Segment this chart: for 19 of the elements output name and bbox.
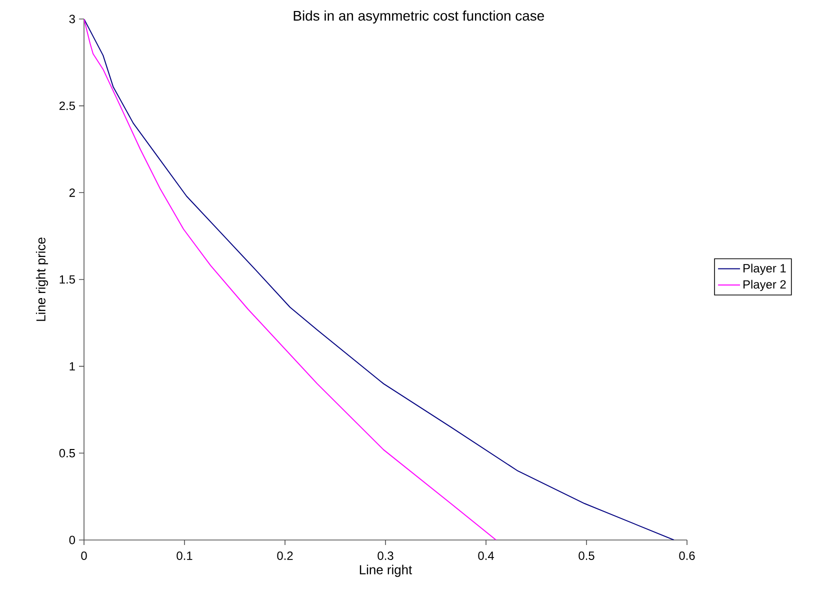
x-tick-label: 0.5 <box>578 552 594 560</box>
y-axis-title: Line right price <box>36 238 48 321</box>
legend-label: Player 2 <box>744 280 786 292</box>
x-axis-title: Line right <box>360 564 412 577</box>
x-tick-label: 0 <box>81 552 87 560</box>
legend-label: Player 1 <box>744 264 786 275</box>
x-tick-label: 0.4 <box>478 552 494 560</box>
y-tick-label: 2 <box>69 188 75 197</box>
y-tick-label: 3 <box>69 14 75 24</box>
y-tick-label: 0.5 <box>59 448 75 458</box>
y-tick-label: 0 <box>69 536 76 544</box>
y-tick-label: 1.5 <box>60 275 75 284</box>
y-tick-label: 1 <box>70 362 75 370</box>
x-tick-label: 0.6 <box>679 552 695 560</box>
x-tick-label: 0.3 <box>378 552 394 560</box>
chart-title: Bids in an asymmetric cost function case <box>294 10 544 24</box>
x-tick-label: 0.2 <box>277 552 293 560</box>
x-tick-label: 0.1 <box>176 552 192 560</box>
y-tick-label: 2.5 <box>59 102 75 110</box>
